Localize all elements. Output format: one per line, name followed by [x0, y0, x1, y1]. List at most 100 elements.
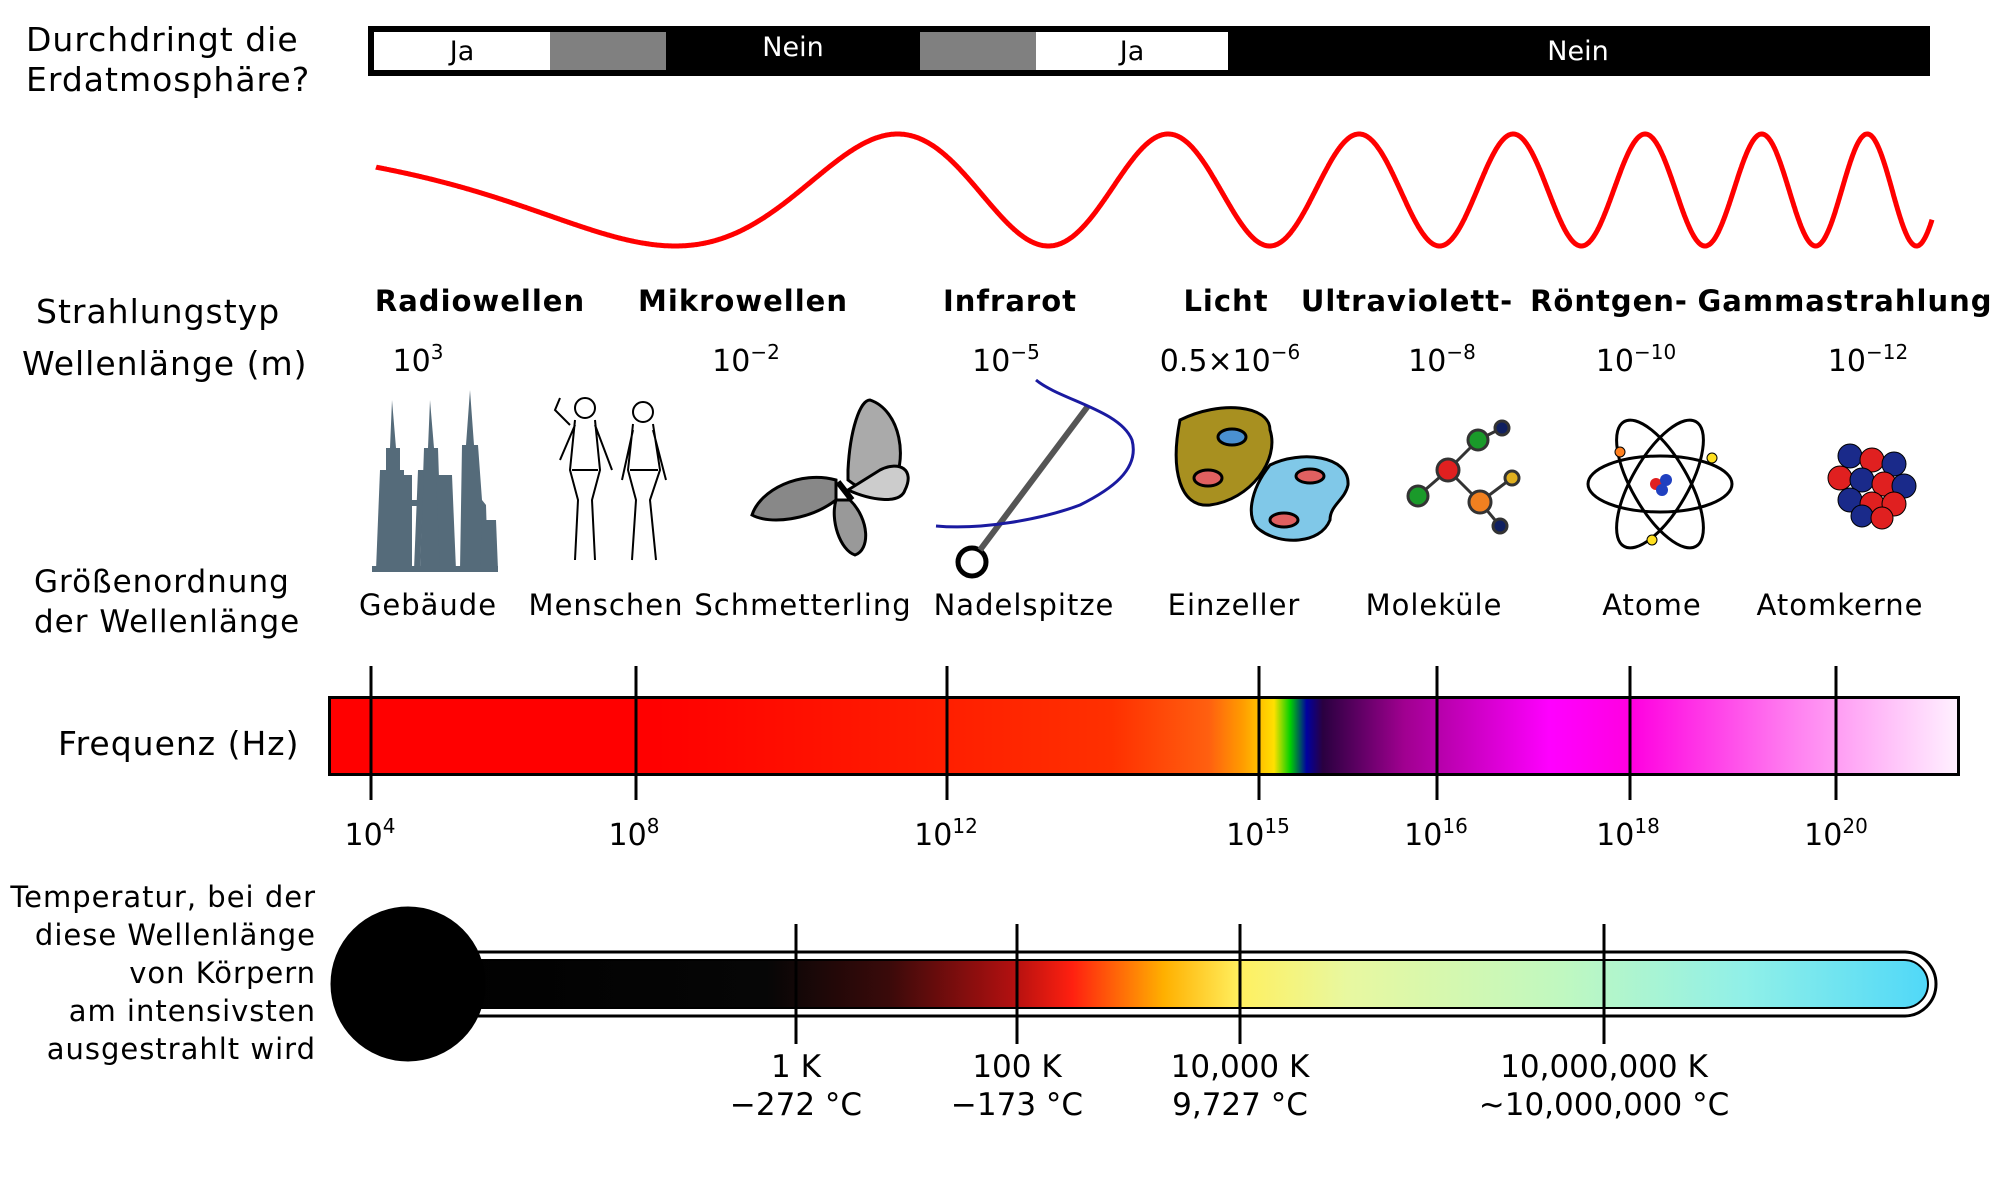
temperature-celsius: −173 °C — [950, 1087, 1084, 1123]
frequency-tick-label: 1012 — [914, 814, 978, 853]
temperature-row-label-line: von Körpern — [129, 956, 316, 990]
atmosphere-segment-label: Nein — [1547, 36, 1609, 67]
nucleus-icon — [1827, 443, 1917, 530]
temperature-kelvin: 10,000,000 K — [1500, 1049, 1708, 1085]
scale-row-label: Größenordnung der Wellenlänge — [34, 562, 300, 642]
thermometer-bulb — [330, 906, 486, 1062]
frequency-tick-label: 1016 — [1404, 814, 1468, 853]
frequency-exponent: 18 — [1634, 814, 1660, 838]
temperature-tick-label: 10,000,000 K ~10,000,000 °C — [1479, 1048, 1729, 1124]
radiation-type-xray: Röntgen- — [1530, 284, 1688, 318]
object-label-humans: Menschen — [528, 588, 684, 622]
temperature-row-label-line: diese Wellenlänge — [34, 918, 316, 952]
radiation-type-ultraviolet: Ultraviolett- — [1300, 284, 1514, 318]
frequency-base: 10 — [1226, 818, 1265, 853]
wavelength-value: 10−12 — [1827, 340, 1908, 379]
temperature-tick-label: 10,000 K 9,727 °C — [1171, 1048, 1310, 1124]
temperature-kelvin: 10,000 K — [1170, 1049, 1310, 1085]
frequency-exponent: 15 — [1264, 814, 1290, 838]
frequency-exponent: 16 — [1442, 814, 1468, 838]
temperature-kelvin: 1 K — [771, 1049, 821, 1085]
temperature-tick-label: 1 K −272 °C — [730, 1048, 862, 1124]
atmosphere-segment-partial — [920, 32, 1036, 70]
atmosphere-question-line2: Erdatmosphäre? — [26, 60, 311, 99]
butterfly-icon — [750, 398, 910, 557]
radiation-type-row-label: Strahlungstyp — [36, 292, 281, 331]
wavelength-base: 10 — [1408, 344, 1447, 379]
radiation-type-microwave: Mikrowellen — [638, 284, 848, 318]
frequency-exponent: 8 — [646, 814, 660, 838]
wavelength-value: 10−2 — [712, 340, 780, 379]
humans-icon — [553, 397, 667, 561]
atmosphere-question: Durchdringt die Erdatmosphäre? — [26, 20, 310, 100]
radiation-type-light: Licht — [1183, 284, 1269, 318]
frequency-exponent: 20 — [1842, 814, 1868, 838]
wavelength-exponent: −5 — [1010, 340, 1040, 364]
frequency-tick-label: 108 — [608, 814, 660, 853]
wavelength-value: 103 — [392, 340, 444, 379]
temperature-kelvin: 100 K — [972, 1049, 1062, 1085]
wavelength-exponent: −10 — [1633, 340, 1677, 364]
wavelength-value: 10−5 — [972, 340, 1040, 379]
temperature-celsius: ~10,000,000 °C — [1478, 1087, 1730, 1123]
needle-icon — [935, 378, 1135, 579]
atom-icon — [1586, 418, 1734, 550]
temperature-row-label-line: Temperatur, bei der — [10, 880, 316, 914]
temperature-celsius: −272 °C — [729, 1087, 863, 1123]
wavelength-base: 0.5×10 — [1159, 344, 1271, 379]
object-label-protozoa: Einzeller — [1167, 588, 1301, 622]
atmosphere-segment-nein: Nein — [666, 28, 920, 70]
atmosphere-segment-label: Nein — [762, 32, 824, 63]
atmosphere-question-line1: Durchdringt die — [26, 20, 299, 59]
frequency-base: 10 — [1596, 818, 1635, 853]
temperature-tick-label: 100 K −173 °C — [951, 1048, 1083, 1124]
scale-row-label-line1: Größenordnung — [34, 564, 290, 600]
wavelength-exponent: −8 — [1446, 340, 1476, 364]
wavelength-exponent: −12 — [1865, 340, 1909, 364]
frequency-spectrum-bar — [328, 696, 1960, 776]
atmosphere-segment-label: Ja — [1119, 36, 1145, 67]
atmosphere-segment-nein: Nein — [1228, 32, 1928, 74]
wavelength-base: 10 — [1827, 344, 1866, 379]
atmosphere-segment-label: Ja — [449, 36, 475, 67]
wavelength-value: 10−8 — [1408, 340, 1476, 379]
object-label-buildings: Gebäude — [358, 588, 498, 622]
scale-row-label-line2: der Wellenlänge — [34, 604, 301, 640]
temperature-row-label-line: am intensivsten — [68, 994, 316, 1028]
radiation-type-infrared: Infrarot — [942, 284, 1078, 318]
temperature-celsius: 9,727 °C — [1172, 1087, 1308, 1123]
object-label-needle: Nadelspitze — [933, 588, 1115, 622]
wavelength-row-label: Wellenlänge (m) — [22, 344, 308, 383]
frequency-tick-label: 1020 — [1804, 814, 1868, 853]
frequency-base: 10 — [1404, 818, 1443, 853]
wavelength-base: 10 — [392, 344, 431, 379]
object-label-atoms: Atome — [1602, 588, 1702, 622]
frequency-exponent: 4 — [382, 814, 396, 838]
temperature-row-label: Temperatur, bei der diese Wellenlänge vo… — [0, 878, 316, 1068]
frequency-base: 10 — [1804, 818, 1843, 853]
wavelength-base: 10 — [712, 344, 751, 379]
object-label-molecules: Moleküle — [1365, 588, 1503, 622]
atmosphere-segment-partial — [550, 32, 666, 70]
wavelength-exponent: −6 — [1270, 340, 1301, 364]
frequency-base: 10 — [608, 818, 647, 853]
frequency-tick-label: 104 — [344, 814, 396, 853]
wavelength-exponent: 3 — [430, 340, 444, 364]
radiation-type-radio: Radiowellen — [374, 284, 586, 318]
frequency-base: 10 — [344, 818, 383, 853]
frequency-tick-label: 1018 — [1596, 814, 1660, 853]
radiation-type-gamma: Gammastrahlung — [1697, 284, 1993, 318]
buildings-icon — [372, 390, 498, 572]
frequency-exponent: 12 — [952, 814, 978, 838]
atmosphere-segment-ja: Ja — [1036, 32, 1228, 70]
object-label-butterfly: Schmetterling — [694, 588, 912, 622]
molecule-icon — [1406, 419, 1521, 535]
thermometer-tube — [399, 959, 1929, 1009]
temperature-row-label-line: ausgestrahlt wird — [46, 1032, 316, 1066]
wavelength-base: 10 — [1595, 344, 1634, 379]
wavelength-value: 0.5×10−6 — [1159, 340, 1301, 379]
